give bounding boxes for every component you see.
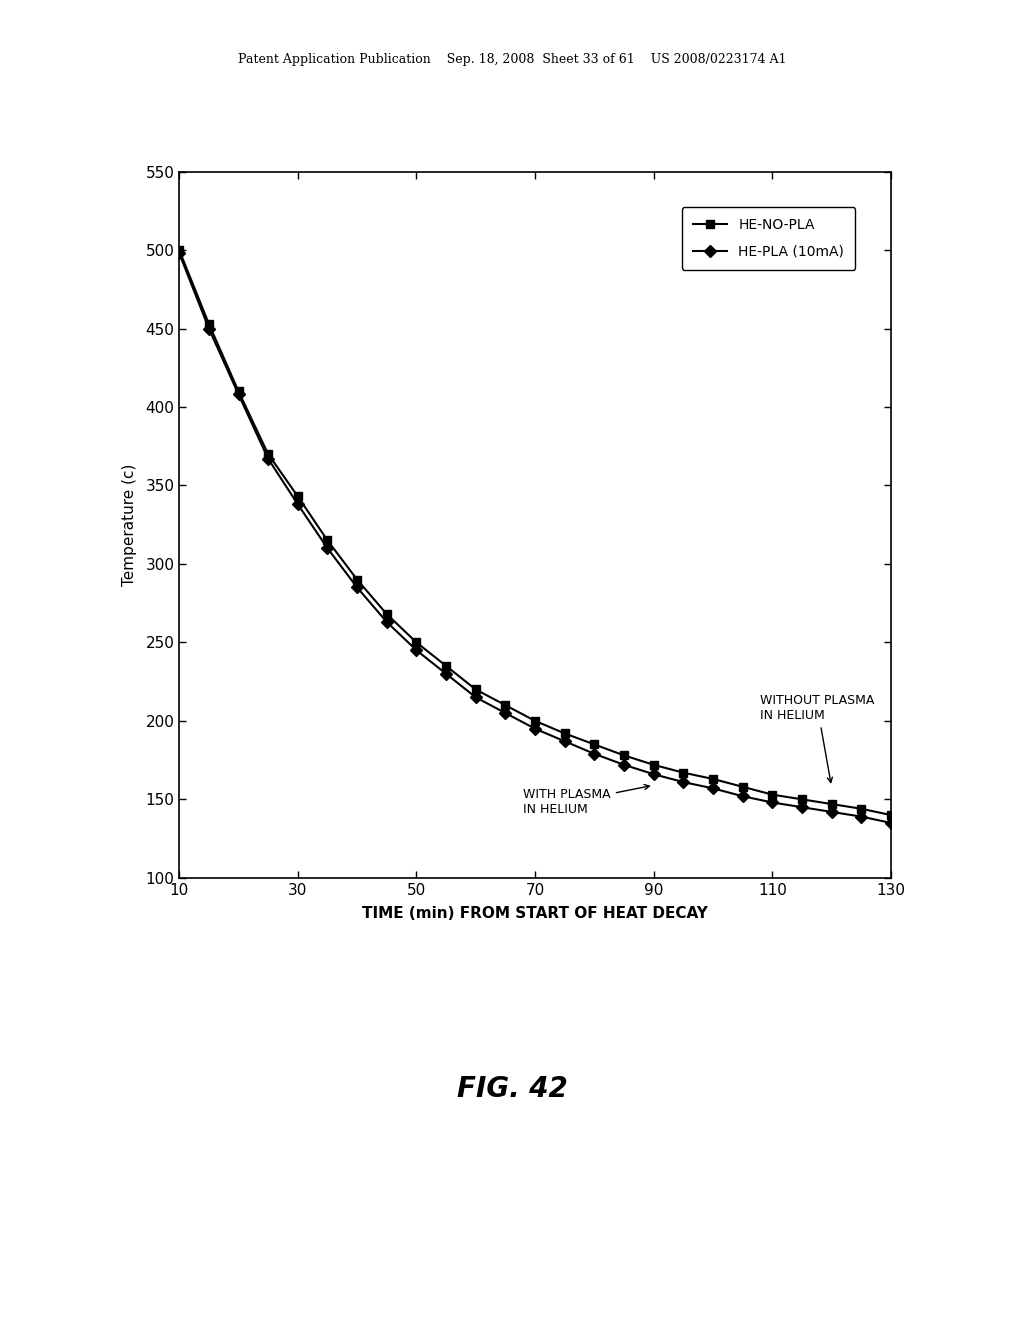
HE-PLA (10mA)	[647, 767, 659, 783]
HE-PLA (10mA)	[825, 804, 838, 820]
HE-NO-PLA	[855, 801, 867, 817]
HE-PLA (10mA)	[528, 721, 541, 737]
Line: HE-PLA (10mA): HE-PLA (10mA)	[175, 249, 895, 828]
HE-PLA (10mA)	[232, 387, 245, 403]
HE-PLA (10mA)	[796, 799, 808, 814]
HE-PLA (10mA)	[262, 451, 274, 467]
HE-PLA (10mA)	[885, 814, 897, 830]
HE-NO-PLA	[440, 657, 453, 673]
HE-PLA (10mA)	[617, 756, 630, 772]
HE-PLA (10mA)	[203, 321, 215, 337]
HE-NO-PLA	[736, 779, 749, 795]
HE-PLA (10mA)	[677, 774, 689, 789]
HE-NO-PLA	[647, 756, 659, 772]
X-axis label: TIME (min) FROM START OF HEAT DECAY: TIME (min) FROM START OF HEAT DECAY	[362, 906, 708, 921]
Text: WITHOUT PLASMA
IN HELIUM: WITHOUT PLASMA IN HELIUM	[761, 694, 874, 783]
HE-NO-PLA	[825, 796, 838, 812]
HE-PLA (10mA)	[411, 643, 423, 659]
HE-PLA (10mA)	[440, 665, 453, 681]
HE-NO-PLA	[351, 572, 364, 587]
HE-NO-PLA	[677, 764, 689, 780]
HE-NO-PLA	[232, 383, 245, 399]
HE-NO-PLA	[203, 315, 215, 331]
HE-NO-PLA	[707, 771, 719, 787]
HE-NO-PLA	[292, 488, 304, 504]
HE-NO-PLA	[262, 446, 274, 462]
HE-PLA (10mA)	[500, 705, 512, 721]
Text: Patent Application Publication    Sep. 18, 2008  Sheet 33 of 61    US 2008/02231: Patent Application Publication Sep. 18, …	[238, 53, 786, 66]
HE-PLA (10mA)	[292, 496, 304, 512]
HE-NO-PLA	[322, 532, 334, 548]
HE-PLA (10mA)	[322, 540, 334, 556]
Y-axis label: Temperature (c): Temperature (c)	[122, 463, 137, 586]
Line: HE-NO-PLA: HE-NO-PLA	[175, 246, 895, 820]
HE-PLA (10mA)	[173, 246, 185, 261]
HE-NO-PLA	[588, 737, 600, 752]
HE-PLA (10mA)	[558, 734, 570, 750]
HE-NO-PLA	[411, 635, 423, 651]
HE-NO-PLA	[470, 681, 482, 697]
Text: WITH PLASMA
IN HELIUM: WITH PLASMA IN HELIUM	[523, 784, 649, 817]
HE-NO-PLA	[558, 726, 570, 742]
HE-NO-PLA	[500, 697, 512, 713]
HE-NO-PLA	[885, 807, 897, 822]
HE-NO-PLA	[381, 606, 393, 622]
HE-PLA (10mA)	[351, 579, 364, 595]
HE-PLA (10mA)	[736, 788, 749, 804]
HE-PLA (10mA)	[707, 780, 719, 796]
HE-PLA (10mA)	[470, 689, 482, 705]
HE-NO-PLA	[528, 713, 541, 729]
HE-NO-PLA	[173, 242, 185, 257]
HE-PLA (10mA)	[588, 746, 600, 762]
HE-PLA (10mA)	[766, 795, 778, 810]
Text: FIG. 42: FIG. 42	[457, 1074, 567, 1104]
HE-PLA (10mA)	[855, 809, 867, 825]
HE-NO-PLA	[766, 787, 778, 803]
Legend: HE-NO-PLA, HE-PLA (10mA): HE-NO-PLA, HE-PLA (10mA)	[682, 207, 855, 269]
HE-PLA (10mA)	[381, 614, 393, 630]
HE-NO-PLA	[796, 792, 808, 808]
HE-NO-PLA	[617, 747, 630, 763]
